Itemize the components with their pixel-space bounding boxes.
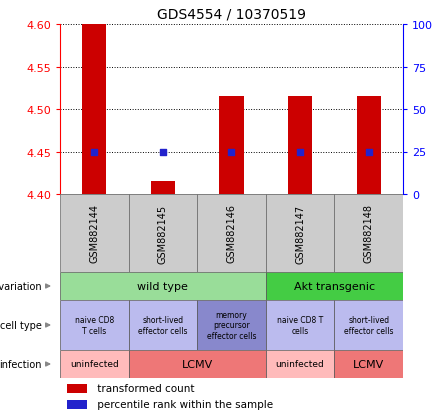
- Bar: [334, 300, 403, 350]
- Point: [228, 149, 235, 155]
- Bar: [60, 350, 129, 378]
- Text: GSM882145: GSM882145: [158, 204, 168, 263]
- Bar: [129, 195, 197, 272]
- Text: uninfected: uninfected: [276, 360, 324, 369]
- Bar: [129, 350, 266, 378]
- Text: GSM882144: GSM882144: [89, 204, 99, 263]
- Text: infection: infection: [0, 359, 42, 369]
- Point: [91, 149, 98, 155]
- Text: memory
precursor
effector cells: memory precursor effector cells: [207, 310, 256, 340]
- Bar: [266, 300, 334, 350]
- Point: [365, 149, 372, 155]
- Bar: [60, 300, 129, 350]
- Text: percentile rank within the sample: percentile rank within the sample: [94, 399, 273, 409]
- Text: wild type: wild type: [137, 281, 188, 291]
- Bar: [129, 300, 197, 350]
- Text: cell type: cell type: [0, 320, 42, 330]
- Bar: [151, 182, 175, 195]
- Text: short-lived
effector cells: short-lived effector cells: [344, 316, 394, 335]
- Text: GSM882148: GSM882148: [364, 204, 374, 263]
- Bar: [67, 400, 87, 409]
- Point: [297, 149, 304, 155]
- Bar: [197, 300, 266, 350]
- Text: naive CD8 T
cells: naive CD8 T cells: [277, 316, 323, 335]
- Bar: [266, 350, 334, 378]
- Text: short-lived
effector cells: short-lived effector cells: [138, 316, 187, 335]
- Bar: [288, 97, 312, 195]
- Bar: [82, 25, 107, 195]
- Bar: [60, 272, 266, 300]
- Text: genotype/variation: genotype/variation: [0, 281, 42, 291]
- Text: LCMV: LCMV: [181, 359, 213, 369]
- Bar: [197, 195, 266, 272]
- Point: [159, 149, 166, 155]
- Text: naive CD8
T cells: naive CD8 T cells: [74, 316, 114, 335]
- Text: LCMV: LCMV: [353, 359, 385, 369]
- Bar: [67, 384, 87, 393]
- Bar: [357, 97, 381, 195]
- Bar: [266, 195, 334, 272]
- Text: GSM882146: GSM882146: [226, 204, 236, 263]
- Bar: [334, 350, 403, 378]
- Text: Akt transgenic: Akt transgenic: [294, 281, 375, 291]
- Bar: [266, 272, 403, 300]
- Bar: [334, 195, 403, 272]
- Text: GSM882147: GSM882147: [295, 204, 305, 263]
- Text: uninfected: uninfected: [70, 360, 119, 369]
- Bar: [60, 195, 129, 272]
- Bar: [220, 97, 243, 195]
- Text: transformed count: transformed count: [94, 384, 195, 394]
- Title: GDS4554 / 10370519: GDS4554 / 10370519: [157, 7, 306, 21]
